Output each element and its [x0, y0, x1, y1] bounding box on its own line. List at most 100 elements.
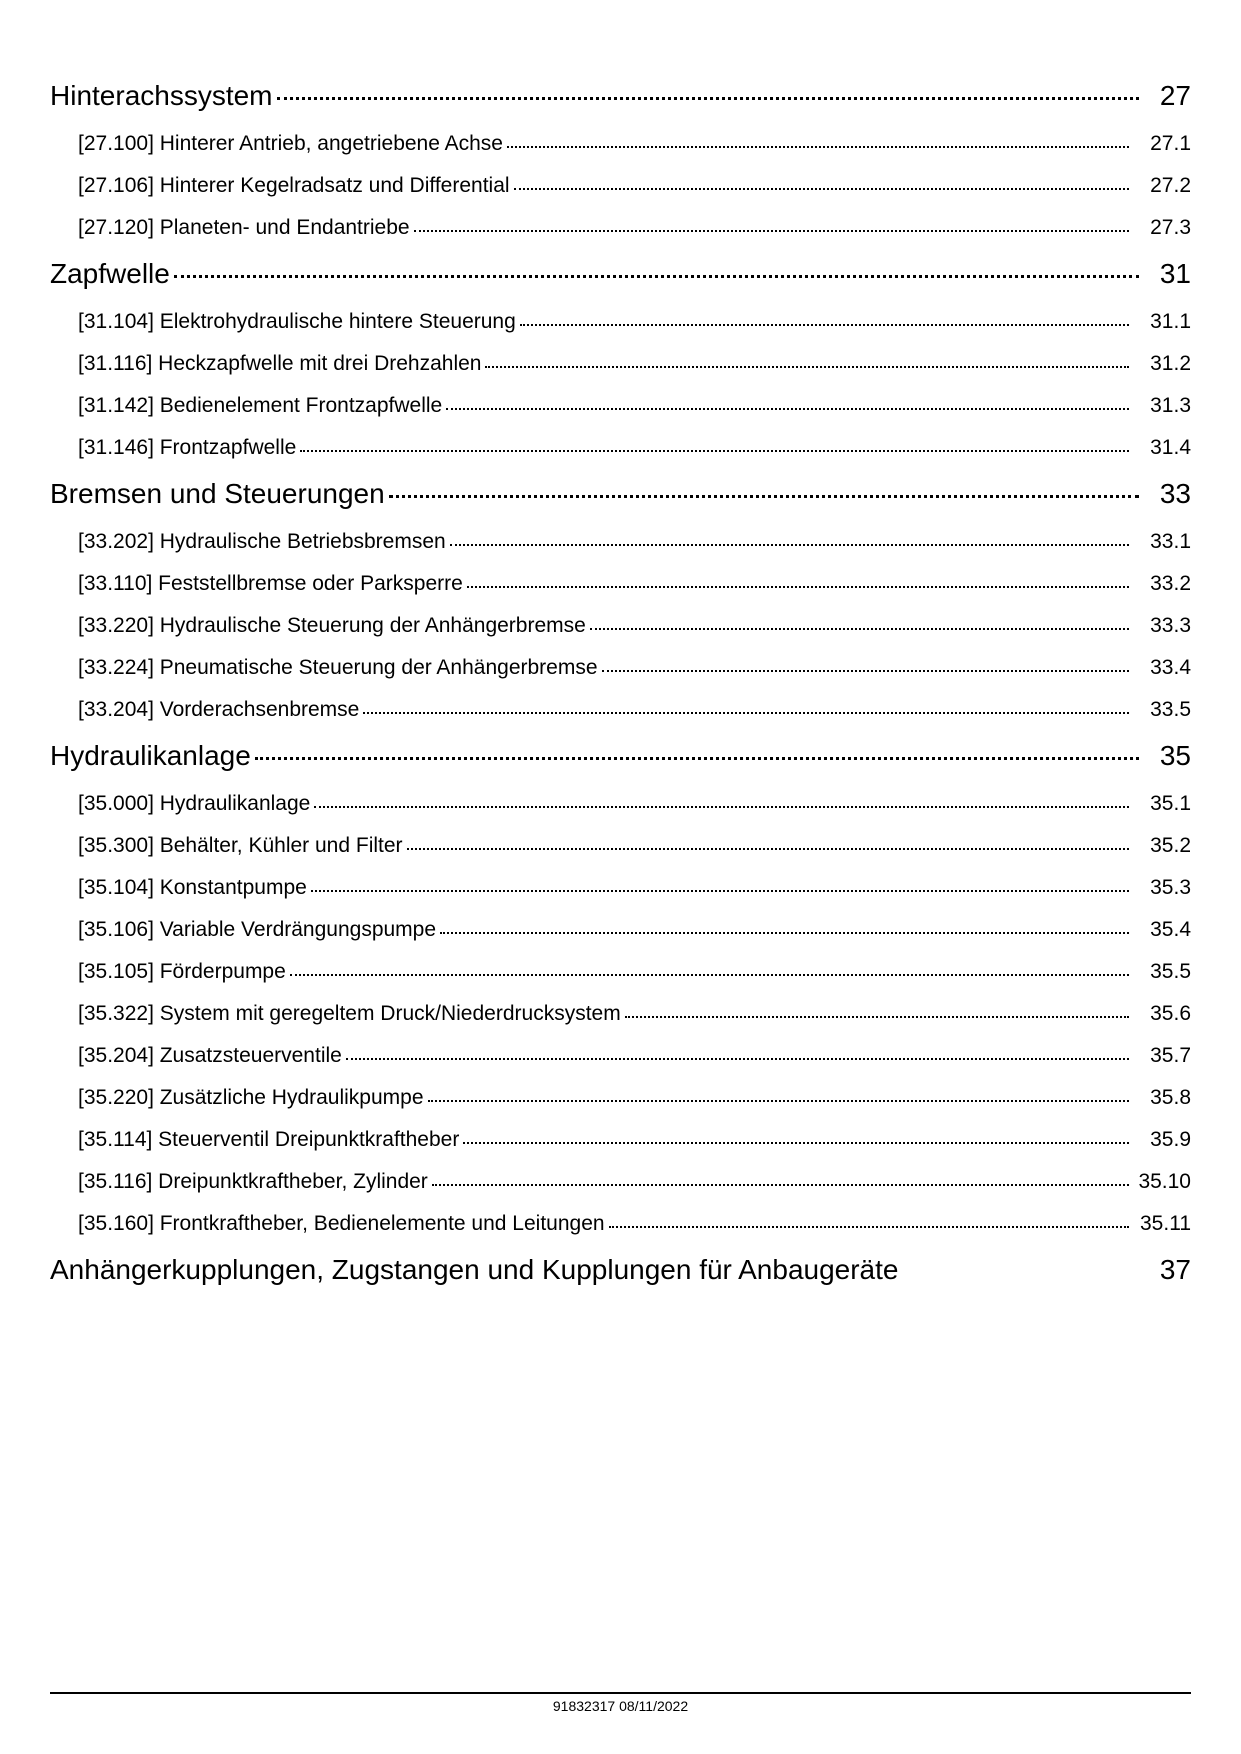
dot-leader — [389, 495, 1139, 498]
toc-section-row[interactable]: Bremsen und Steuerungen33 — [50, 478, 1191, 510]
toc-section-page: 27 — [1147, 80, 1191, 112]
dot-leader — [625, 1016, 1129, 1018]
toc-sub-page: 33.2 — [1135, 572, 1191, 596]
toc-sub-row[interactable]: [35.105] Förderpumpe 35.5 — [78, 960, 1191, 984]
dot-leader — [590, 628, 1129, 630]
toc-sub-row[interactable]: [33.220] Hydraulische Steuerung der Anhä… — [78, 614, 1191, 638]
toc-sub-page: 33.1 — [1135, 530, 1191, 554]
toc-sub-row[interactable]: [27.106] Hinterer Kegelradsatz und Diffe… — [78, 174, 1191, 198]
toc-sub-row[interactable]: [35.220] Zusätzliche Hydraulikpumpe 35.8 — [78, 1086, 1191, 1110]
toc-sub-title: [33.220] Hydraulische Steuerung der Anhä… — [78, 614, 586, 638]
toc-section-row[interactable]: Hinterachssystem27 — [50, 80, 1191, 112]
toc-sub-title: [31.104] Elektrohydraulische hintere Ste… — [78, 310, 516, 334]
toc-sub-page: 33.4 — [1135, 656, 1191, 680]
toc-sub-page: 35.10 — [1135, 1170, 1191, 1194]
dot-leader — [407, 848, 1129, 850]
dot-leader — [520, 324, 1129, 326]
toc-section: Bremsen und Steuerungen33 [33.202] Hydrau… — [50, 478, 1191, 722]
dot-leader — [463, 1142, 1129, 1144]
dot-leader — [446, 408, 1129, 410]
toc-sub-page: 35.9 — [1135, 1128, 1191, 1152]
toc-section: Hinterachssystem27 [27.100] Hinterer Antr… — [50, 80, 1191, 240]
toc-sub-page: 35.4 — [1135, 918, 1191, 942]
toc-sub-page: 31.4 — [1135, 436, 1191, 460]
toc-sub-title: [35.106] Variable Verdrängungspumpe — [78, 918, 436, 942]
toc-sub-row[interactable]: [27.120] Planeten- und Endantriebe 27.3 — [78, 216, 1191, 240]
toc-sub-title: [33.110] Feststellbremse oder Parksperre — [78, 572, 463, 596]
footer-divider — [50, 1692, 1191, 1694]
toc-sub-row[interactable]: [35.160] Frontkraftheber, Bedienelemente… — [78, 1212, 1191, 1236]
toc-sub-title: [35.220] Zusätzliche Hydraulikpumpe — [78, 1086, 424, 1110]
toc-sub-row[interactable]: [31.142] Bedienelement Frontzapfwelle 31.… — [78, 394, 1191, 418]
toc-section-page: 35 — [1147, 740, 1191, 772]
toc-sub-page: 35.2 — [1135, 834, 1191, 858]
toc-section-page: 37 — [1147, 1254, 1191, 1286]
toc-sub-title: [35.104] Konstantpumpe — [78, 876, 307, 900]
dot-leader — [485, 366, 1129, 368]
toc-sub-row[interactable]: [35.300] Behälter, Kühler und Filter 35.2 — [78, 834, 1191, 858]
toc-section: Hydraulikanlage35 [35.000] Hydraulikanlag… — [50, 740, 1191, 1236]
toc-sub-row[interactable]: [35.116] Dreipunktkraftheber, Zylinder 35… — [78, 1170, 1191, 1194]
toc-sub-row[interactable]: [35.114] Steuerventil Dreipunktkrafthebe… — [78, 1128, 1191, 1152]
toc-sub-title: [27.100] Hinterer Antrieb, angetriebene … — [78, 132, 503, 156]
dot-leader — [346, 1058, 1129, 1060]
dot-leader — [450, 544, 1129, 546]
toc-sub-title: [31.146] Frontzapfwelle — [78, 436, 296, 460]
footer-date: 08/11/2022 — [619, 1698, 688, 1714]
footer-text: 91832317 08/11/2022 — [50, 1698, 1191, 1714]
toc-sub-row[interactable]: [33.110] Feststellbremse oder Parksperre… — [78, 572, 1191, 596]
dot-leader — [290, 974, 1129, 976]
toc-sub-page: 27.2 — [1135, 174, 1191, 198]
toc-sub-page: 31.2 — [1135, 352, 1191, 376]
toc-sub-page: 35.3 — [1135, 876, 1191, 900]
dot-leader — [602, 670, 1129, 672]
toc-sub-page: 27.3 — [1135, 216, 1191, 240]
toc-sub-page: 31.3 — [1135, 394, 1191, 418]
toc-sub-page: 35.7 — [1135, 1044, 1191, 1068]
toc-sub-title: [35.160] Frontkraftheber, Bedienelemente… — [78, 1212, 605, 1236]
toc-sub-title: [35.300] Behälter, Kühler und Filter — [78, 834, 403, 858]
dot-leader — [467, 586, 1129, 588]
toc-sub-row[interactable]: [35.104] Konstantpumpe 35.3 — [78, 876, 1191, 900]
toc-sub-title: [35.204] Zusatzsteuerventile — [78, 1044, 342, 1068]
toc-section-row[interactable]: Zapfwelle31 — [50, 258, 1191, 290]
toc-section-row[interactable]: Anhängerkupplungen, Zugstangen und Kuppl… — [50, 1254, 1191, 1286]
toc-sub-row[interactable]: [35.322] System mit geregeltem Druck/Nie… — [78, 1002, 1191, 1026]
toc-sub-page: 35.5 — [1135, 960, 1191, 984]
toc-sub-row[interactable]: [33.204] Vorderachsenbremse33.5 — [78, 698, 1191, 722]
toc-sub-row[interactable]: [35.106] Variable Verdrängungspumpe 35.4 — [78, 918, 1191, 942]
toc-sub-page: 31.1 — [1135, 310, 1191, 334]
toc-sub-title: [33.202] Hydraulische Betriebsbremsen — [78, 530, 446, 554]
toc-sub-page: 35.1 — [1135, 792, 1191, 816]
toc-sub-row[interactable]: [33.224] Pneumatische Steuerung der Anhä… — [78, 656, 1191, 680]
toc-sub-row[interactable]: [31.104] Elektrohydraulische hintere Ste… — [78, 310, 1191, 334]
dot-leader — [440, 932, 1129, 934]
toc-sub-row[interactable]: [35.204] Zusatzsteuerventile 35.7 — [78, 1044, 1191, 1068]
toc-sub-title: [35.105] Förderpumpe — [78, 960, 286, 984]
toc-sub-title: [27.120] Planeten- und Endantriebe — [78, 216, 410, 240]
toc-sub-title: [35.116] Dreipunktkraftheber, Zylinder — [78, 1170, 428, 1194]
toc-section-page: 33 — [1147, 478, 1191, 510]
toc-sub-row[interactable]: [27.100] Hinterer Antrieb, angetriebene … — [78, 132, 1191, 156]
toc-sub-row[interactable]: [31.146] Frontzapfwelle 31.4 — [78, 436, 1191, 460]
toc-sub-page: 35.6 — [1135, 1002, 1191, 1026]
dot-leader — [300, 450, 1129, 452]
toc-sub-page: 33.3 — [1135, 614, 1191, 638]
toc-sub-page: 35.8 — [1135, 1086, 1191, 1110]
toc-sub-title: [31.142] Bedienelement Frontzapfwelle — [78, 394, 442, 418]
toc-sub-title: [35.322] System mit geregeltem Druck/Nie… — [78, 1002, 621, 1026]
dot-leader — [255, 757, 1139, 760]
table-of-contents: Hinterachssystem27 [27.100] Hinterer Antr… — [50, 80, 1191, 1286]
dot-leader — [314, 806, 1129, 808]
dot-leader — [363, 712, 1129, 714]
toc-sub-row[interactable]: [31.116] Heckzapfwelle mit drei Drehzahl… — [78, 352, 1191, 376]
toc-section-row[interactable]: Hydraulikanlage35 — [50, 740, 1191, 772]
toc-section: Zapfwelle31 [31.104] Elektrohydraulische … — [50, 258, 1191, 460]
dot-leader — [414, 230, 1129, 232]
toc-section-page: 31 — [1147, 258, 1191, 290]
toc-sub-title: [35.114] Steuerventil Dreipunktkrafthebe… — [78, 1128, 459, 1152]
toc-sub-row[interactable]: [35.000] Hydraulikanlage35.1 — [78, 792, 1191, 816]
toc-sub-title: [27.106] Hinterer Kegelradsatz und Diffe… — [78, 174, 510, 198]
dot-leader — [428, 1100, 1129, 1102]
toc-sub-row[interactable]: [33.202] Hydraulische Betriebsbremsen 33.… — [78, 530, 1191, 554]
